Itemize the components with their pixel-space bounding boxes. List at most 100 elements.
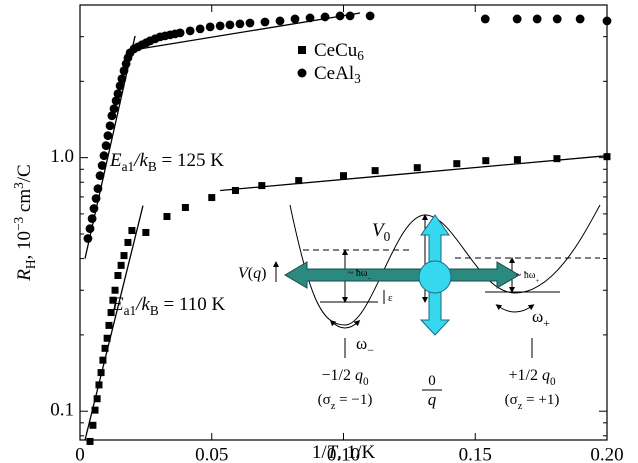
circle-marker	[98, 161, 107, 170]
annotation-part: E	[111, 294, 124, 315]
annotation-part: B	[148, 159, 157, 174]
circle-marker	[553, 15, 562, 24]
square-marker	[142, 229, 149, 236]
y-axis-label-part: , 10	[14, 231, 35, 260]
inset-label: ω+	[532, 307, 550, 330]
circle-marker	[261, 18, 270, 27]
square-marker	[232, 187, 239, 194]
square-marker	[208, 194, 215, 201]
x-tick-label: 0.05	[195, 444, 228, 463]
circle-marker	[603, 17, 612, 26]
circle-marker	[291, 15, 300, 24]
circle-marker	[576, 15, 585, 24]
annotation-part: E	[109, 150, 122, 171]
oscillation-arc	[498, 306, 532, 312]
square-marker	[372, 167, 379, 174]
square-marker	[92, 407, 99, 414]
fit-line	[85, 206, 143, 440]
inset-label: V0	[372, 220, 391, 244]
inset-label-part: +	[536, 277, 540, 285]
annotation-part: a1	[124, 303, 137, 318]
circle-marker	[90, 204, 99, 213]
inset-label-part: = +1)	[522, 392, 559, 408]
square-marker	[258, 182, 265, 189]
inset-label-part: +	[543, 316, 550, 330]
horizontal-arrow	[285, 262, 519, 288]
circle-marker	[104, 131, 113, 140]
square-marker	[94, 395, 101, 402]
circle-marker	[306, 14, 315, 23]
circle-marker	[481, 15, 490, 24]
annotation-part: = 125 K	[157, 150, 224, 171]
circle-marker	[106, 121, 115, 130]
legend-label: CeCu6	[314, 40, 364, 63]
circle-marker	[176, 28, 185, 37]
inset-label: ω−	[356, 334, 374, 357]
x-axis-label: 1/T, 1/K	[312, 442, 376, 463]
circle-marker	[117, 74, 126, 83]
annotation-part: B	[150, 303, 159, 318]
circle-marker	[336, 12, 345, 21]
inset-label: q	[428, 390, 437, 409]
square-marker	[124, 239, 131, 246]
circle-marker	[321, 13, 330, 22]
inset-label-part: q	[253, 265, 261, 282]
circle-marker	[513, 15, 522, 24]
square-marker	[604, 153, 611, 160]
annotation-part: /k	[135, 294, 150, 315]
square-marker	[482, 157, 489, 164]
inset-label-part: ω	[356, 334, 367, 353]
y-tick-label: 1.0	[50, 146, 74, 167]
circle-marker	[100, 151, 109, 160]
inset-label-part: 0	[384, 229, 391, 244]
x-tick-label: 0.20	[590, 444, 623, 463]
square-marker	[118, 262, 125, 269]
inset-label: (σz = +1)	[505, 392, 560, 412]
square-marker	[163, 213, 170, 220]
inset-label: +1/2 q0	[508, 367, 555, 388]
inset-label-part: 0	[428, 373, 436, 389]
square-marker	[114, 272, 121, 279]
x-axis-label-part: 1/	[312, 442, 328, 463]
legend-marker	[298, 69, 307, 78]
inset-label: ~ ħω+	[516, 270, 540, 285]
y-tick-label: 0.1	[50, 400, 74, 421]
inset-label-part: −1/2	[321, 367, 350, 384]
annotation: Ea1/kB = 125 K	[109, 150, 224, 174]
y-axis-label-part: H	[23, 259, 38, 269]
x-axis-label-part: , 1/K	[337, 442, 375, 463]
inset-label-part: q	[538, 367, 550, 384]
square-marker	[414, 164, 421, 171]
circle-marker	[110, 104, 119, 113]
inset-label: 0	[428, 373, 436, 389]
inset-diagram	[276, 205, 600, 390]
inset-label-part: ~ ħω	[348, 268, 368, 279]
y-axis-label-part: /C	[14, 164, 35, 182]
inset-label-part: q	[351, 367, 363, 384]
x-tick-label: 0	[75, 444, 85, 463]
fit-line	[220, 156, 607, 191]
square-marker	[121, 252, 128, 259]
inset-label-part: q	[428, 390, 437, 409]
circle-marker	[102, 141, 111, 150]
annotation: Ea1/kB = 110 K	[111, 294, 226, 318]
legend-label: CeAl3	[314, 63, 361, 86]
inset-label-part: 0	[550, 376, 556, 388]
square-marker	[104, 335, 111, 342]
square-marker	[95, 381, 102, 388]
circle-marker	[92, 194, 101, 203]
inset-label: (σz = −1)	[318, 392, 373, 412]
annotation-part: a1	[122, 159, 135, 174]
inset-label-part: (σ	[505, 392, 518, 408]
square-marker	[340, 172, 347, 179]
center-ball	[419, 261, 451, 293]
square-marker	[87, 438, 94, 445]
legend-marker	[298, 46, 306, 54]
inset-label-part: −	[367, 343, 374, 357]
circle-marker	[96, 171, 105, 180]
square-marker	[112, 287, 119, 294]
square-marker	[102, 345, 109, 352]
inset-label-part: )	[261, 265, 266, 282]
inset-label-part: = −1)	[335, 392, 372, 408]
circle-marker	[246, 19, 255, 28]
